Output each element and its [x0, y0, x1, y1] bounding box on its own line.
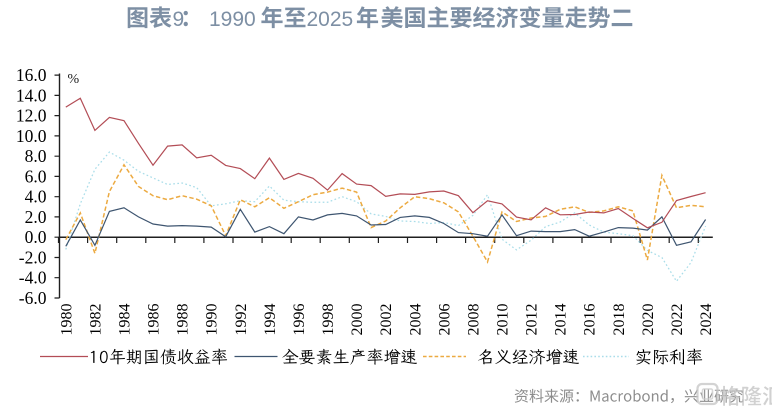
svg-text:2025: 2025	[307, 8, 354, 31]
svg-text:1996: 1996	[291, 304, 308, 336]
svg-text:-2.0: -2.0	[19, 248, 47, 268]
svg-text:2006: 2006	[436, 304, 453, 336]
svg-text:1990: 1990	[204, 304, 221, 336]
svg-text:1986: 1986	[146, 304, 163, 336]
svg-text:1982: 1982	[87, 304, 104, 336]
svg-text:2.0: 2.0	[25, 207, 47, 227]
svg-text:2004: 2004	[407, 304, 424, 336]
svg-text:8.0: 8.0	[25, 146, 47, 166]
svg-text:14.0: 14.0	[16, 85, 47, 105]
svg-text:1990: 1990	[209, 8, 256, 31]
svg-text:2024: 2024	[698, 304, 715, 336]
svg-text:2002: 2002	[378, 304, 395, 336]
svg-text:2012: 2012	[524, 304, 541, 336]
svg-text:2010: 2010	[495, 304, 512, 336]
svg-text:12.0: 12.0	[16, 106, 47, 126]
svg-text:1992: 1992	[233, 304, 250, 336]
svg-text:2014: 2014	[553, 304, 570, 336]
svg-text:2018: 2018	[611, 304, 628, 336]
svg-text:2016: 2016	[582, 304, 599, 336]
svg-text:4.0: 4.0	[25, 187, 47, 207]
svg-text:10.0: 10.0	[16, 126, 47, 146]
svg-text:1988: 1988	[175, 304, 192, 336]
svg-text:6.0: 6.0	[25, 166, 47, 186]
svg-text:1994: 1994	[262, 304, 279, 336]
svg-text:2022: 2022	[669, 304, 686, 336]
svg-text:2008: 2008	[465, 304, 482, 336]
svg-text:2000: 2000	[349, 304, 366, 336]
svg-text:1980: 1980	[58, 304, 75, 336]
svg-text:1998: 1998	[320, 304, 337, 336]
svg-text:2020: 2020	[640, 304, 657, 336]
svg-text:%: %	[68, 72, 80, 87]
svg-text:-6.0: -6.0	[19, 288, 47, 308]
svg-text:0.0: 0.0	[25, 227, 47, 247]
svg-text:-4.0: -4.0	[19, 268, 47, 288]
svg-text:9: 9	[173, 8, 185, 31]
svg-text:1984: 1984	[117, 304, 134, 336]
svg-text:16.0: 16.0	[16, 65, 47, 85]
